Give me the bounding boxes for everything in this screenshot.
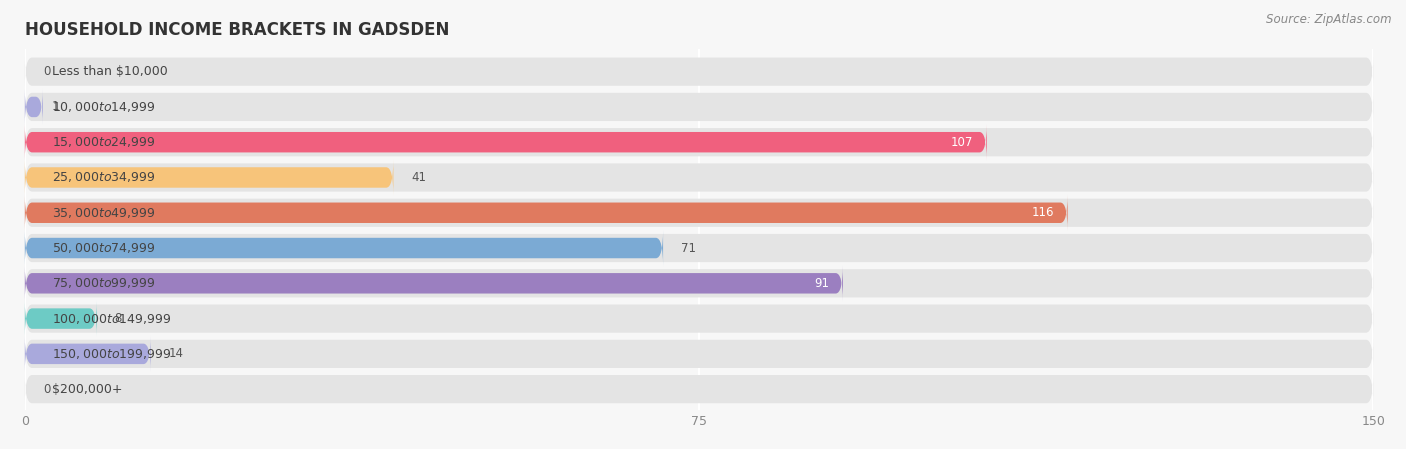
Text: $35,000 to $49,999: $35,000 to $49,999 <box>52 206 155 220</box>
Text: $75,000 to $99,999: $75,000 to $99,999 <box>52 276 155 291</box>
Text: $100,000 to $149,999: $100,000 to $149,999 <box>52 312 172 326</box>
FancyBboxPatch shape <box>25 195 1067 231</box>
Text: $150,000 to $199,999: $150,000 to $199,999 <box>52 347 172 361</box>
Text: 71: 71 <box>681 242 696 255</box>
Text: 41: 41 <box>412 171 426 184</box>
Text: 0: 0 <box>42 65 51 78</box>
Text: $15,000 to $24,999: $15,000 to $24,999 <box>52 135 155 149</box>
FancyBboxPatch shape <box>25 304 1374 333</box>
FancyBboxPatch shape <box>25 93 1374 121</box>
Text: $200,000+: $200,000+ <box>52 383 122 396</box>
Text: 116: 116 <box>1032 206 1054 219</box>
FancyBboxPatch shape <box>25 230 664 266</box>
Text: Source: ZipAtlas.com: Source: ZipAtlas.com <box>1267 13 1392 26</box>
Text: $25,000 to $34,999: $25,000 to $34,999 <box>52 171 155 185</box>
Text: 14: 14 <box>169 348 184 361</box>
FancyBboxPatch shape <box>25 89 42 125</box>
FancyBboxPatch shape <box>25 336 150 372</box>
Text: HOUSEHOLD INCOME BRACKETS IN GADSDEN: HOUSEHOLD INCOME BRACKETS IN GADSDEN <box>25 21 449 39</box>
FancyBboxPatch shape <box>25 163 1374 192</box>
Text: 107: 107 <box>950 136 973 149</box>
FancyBboxPatch shape <box>25 159 394 195</box>
FancyBboxPatch shape <box>25 198 1374 227</box>
FancyBboxPatch shape <box>25 128 1374 156</box>
FancyBboxPatch shape <box>25 340 1374 368</box>
Text: $10,000 to $14,999: $10,000 to $14,999 <box>52 100 155 114</box>
FancyBboxPatch shape <box>25 375 1374 403</box>
Text: 8: 8 <box>115 312 122 325</box>
FancyBboxPatch shape <box>25 300 97 337</box>
Text: 1: 1 <box>52 101 59 114</box>
Text: 91: 91 <box>814 277 830 290</box>
FancyBboxPatch shape <box>25 265 842 301</box>
Text: $50,000 to $74,999: $50,000 to $74,999 <box>52 241 155 255</box>
FancyBboxPatch shape <box>25 269 1374 297</box>
Text: 0: 0 <box>42 383 51 396</box>
FancyBboxPatch shape <box>25 234 1374 262</box>
FancyBboxPatch shape <box>25 124 987 160</box>
Text: Less than $10,000: Less than $10,000 <box>52 65 167 78</box>
FancyBboxPatch shape <box>25 57 1374 86</box>
